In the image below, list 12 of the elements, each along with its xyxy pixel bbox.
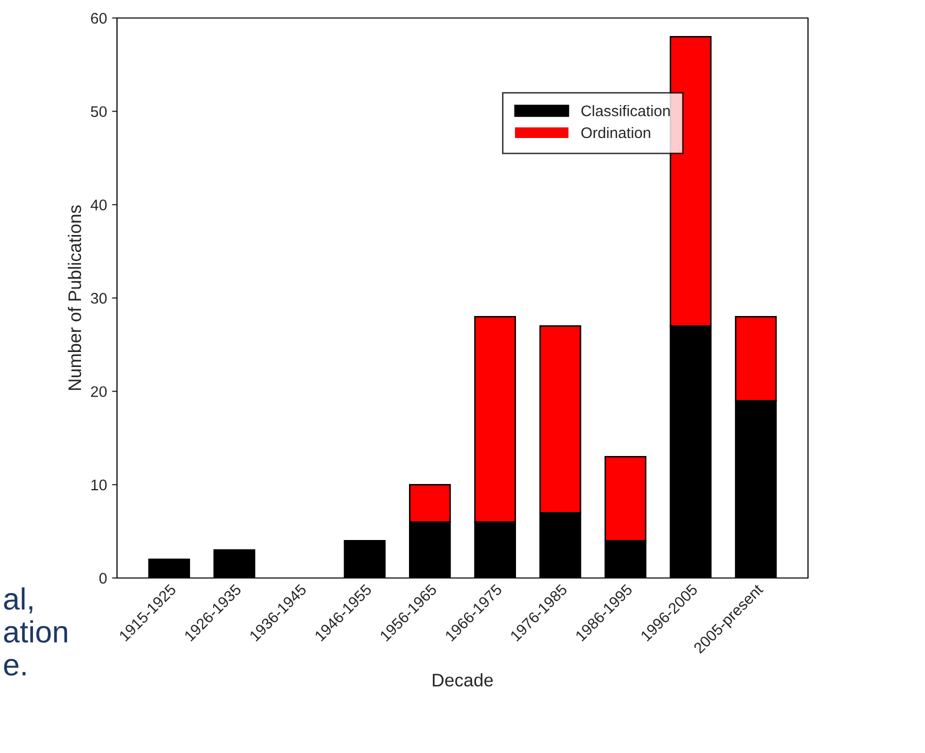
y-tick-label: 30 <box>90 292 107 304</box>
y-tick-label: 20 <box>91 386 107 398</box>
y-tick-label: 10 <box>91 480 107 490</box>
legend-label: Ordination <box>581 126 650 138</box>
y-axis-title: Number of Publications <box>68 205 82 390</box>
legend-label: Classification <box>581 105 670 116</box>
text: al, ation e. <box>4 587 68 676</box>
y-tick-label: 0 <box>99 572 107 584</box>
y-tick-label: 60 <box>91 12 107 24</box>
y-tick-label: 50 <box>90 106 107 118</box>
x-axis-title: Decade <box>432 673 493 687</box>
y-tick-label: 40 <box>90 200 107 210</box>
